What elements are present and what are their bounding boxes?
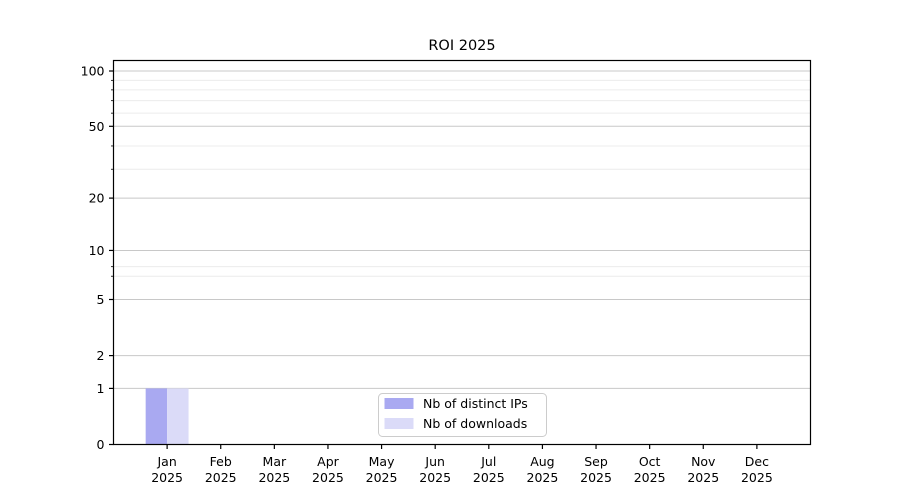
y-tick-label-0: 0 xyxy=(97,437,105,452)
bar-jan-2025-nb-of-downloads xyxy=(167,388,189,445)
x-tick-label-year-jul: 2025 xyxy=(473,470,505,485)
x-tick-label-month-oct: Oct xyxy=(639,454,661,469)
x-tick-label-month-nov: Nov xyxy=(691,454,716,469)
x-tick-label-month-jul: Jul xyxy=(480,454,496,469)
x-tick-label-year-jun: 2025 xyxy=(419,470,451,485)
x-tick-label-year-jan: 2025 xyxy=(151,470,183,485)
x-tick-label-year-sep: 2025 xyxy=(580,470,612,485)
x-tick-label-year-aug: 2025 xyxy=(527,470,559,485)
legend-label-nb-of-distinct-ips: Nb of distinct IPs xyxy=(423,396,528,411)
x-tick-label-year-feb: 2025 xyxy=(205,470,237,485)
y-tick-label-5: 5 xyxy=(97,292,105,307)
legend-swatch-nb-of-downloads xyxy=(384,418,414,429)
y-tick-label-100: 100 xyxy=(81,64,105,79)
plot-frame xyxy=(112,59,812,446)
x-tick-label-month-apr: Apr xyxy=(317,454,339,469)
y-axis: 0 1 2 5 10 20 50 100 xyxy=(81,64,114,452)
legend: Nb of distinct IPs Nb of downloads xyxy=(378,393,547,437)
x-tick-label-year-mar: 2025 xyxy=(258,470,290,485)
bar-jan-2025-nb-of-distinct-ips xyxy=(145,388,168,445)
y-tick-label-2: 2 xyxy=(97,348,105,363)
legend-swatch-nb-of-distinct-ips xyxy=(384,398,414,409)
x-tick-label-year-oct: 2025 xyxy=(634,470,666,485)
bars xyxy=(145,388,189,445)
y-grid-minor xyxy=(113,79,811,277)
x-tick-label-month-may: May xyxy=(369,454,395,469)
x-tick-label-month-sep: Sep xyxy=(584,454,608,469)
x-tick-label-month-jan: Jan xyxy=(156,454,176,469)
x-tick-label-month-mar: Mar xyxy=(263,454,287,469)
legend-label-nb-of-downloads: Nb of downloads xyxy=(423,416,527,431)
x-tick-label-year-dec: 2025 xyxy=(741,470,773,485)
legend-box xyxy=(378,393,547,437)
y-tick-label-20: 20 xyxy=(89,191,105,206)
y-tick-label-10: 10 xyxy=(89,243,105,258)
chart-title: ROI 2025 xyxy=(428,38,495,54)
x-tick-label-year-may: 2025 xyxy=(366,470,398,485)
y-tick-label-1: 1 xyxy=(97,381,105,396)
x-tick-label-month-jun: Jun xyxy=(424,454,445,469)
y-tick-label-50: 50 xyxy=(89,119,105,134)
x-tick-label-year-nov: 2025 xyxy=(687,470,719,485)
y-grid-major xyxy=(113,70,811,389)
x-tick-label-year-apr: 2025 xyxy=(312,470,344,485)
x-axis: Jan2025Feb2025Mar2025Apr2025May2025Jun20… xyxy=(151,444,773,485)
x-tick-label-month-feb: Feb xyxy=(210,454,232,469)
x-tick-label-month-aug: Aug xyxy=(530,454,554,469)
x-tick-label-month-dec: Dec xyxy=(745,454,769,469)
